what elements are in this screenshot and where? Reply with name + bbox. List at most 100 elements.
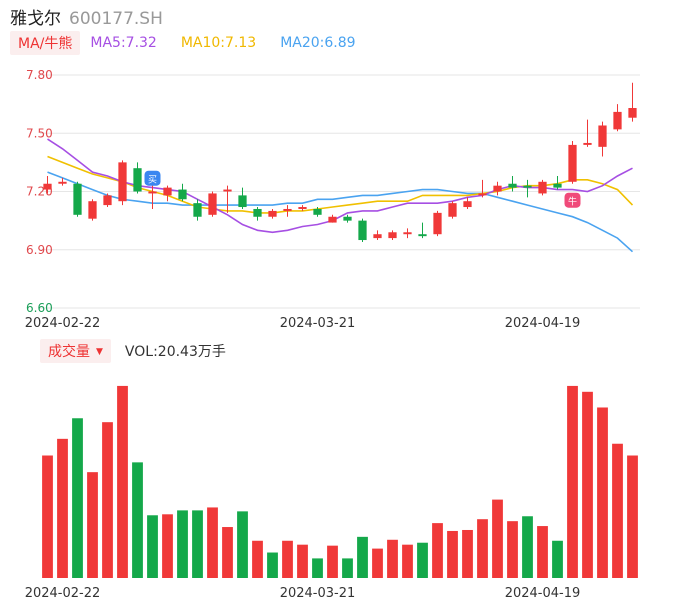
volume-bar xyxy=(147,515,158,578)
candle-body xyxy=(208,193,217,215)
y-tick-label: 6.60 xyxy=(26,301,53,315)
candle-body xyxy=(553,183,562,188)
volume-bar xyxy=(357,536,368,578)
candle-body xyxy=(598,125,607,147)
candle-body xyxy=(238,195,247,208)
candle-body xyxy=(373,234,382,239)
candle-body xyxy=(328,216,337,223)
volume-bar xyxy=(432,523,443,578)
volume-bar xyxy=(372,548,383,578)
candle-body xyxy=(58,181,67,184)
volume-bar xyxy=(237,511,248,578)
x-tick-label: 2024-02-22 xyxy=(25,586,101,601)
volume-bar xyxy=(87,472,98,578)
y-tick-label: 6.90 xyxy=(26,243,53,257)
volume-bar xyxy=(387,539,398,578)
volume-bar xyxy=(567,385,578,578)
indicator-dropdown[interactable]: MA/牛熊 xyxy=(10,31,81,55)
candle-body xyxy=(448,203,457,217)
volume-bar xyxy=(42,455,53,578)
candle-body xyxy=(118,162,127,202)
candle-body xyxy=(478,193,487,196)
volume-bar xyxy=(162,514,173,578)
volume-bar xyxy=(282,540,293,578)
volume-value: VOL:20.43万手 xyxy=(124,344,226,360)
volume-bar xyxy=(177,510,188,578)
caret-down-icon: ▼ xyxy=(96,347,103,357)
candle-body xyxy=(163,187,172,196)
x-tick-label: 2024-04-19 xyxy=(505,316,581,331)
volume-bar xyxy=(612,443,623,578)
volume-bar xyxy=(477,519,488,578)
candle-body xyxy=(343,216,352,221)
candle-body xyxy=(523,185,532,188)
volume-bar xyxy=(552,540,563,578)
stock-header: 雅戈尔 600177.SH xyxy=(10,4,163,29)
candle-body xyxy=(418,234,427,237)
candle-body xyxy=(613,111,622,130)
volume-bar xyxy=(417,542,428,578)
ma10-label: MA10:7.13 xyxy=(180,35,257,51)
volume-bar xyxy=(117,385,128,578)
x-tick-label: 2024-02-22 xyxy=(25,316,101,331)
volume-bar xyxy=(312,558,323,578)
volume-bar xyxy=(132,462,143,578)
volume-bar xyxy=(327,545,338,578)
candle-body xyxy=(298,207,307,209)
candle-body xyxy=(583,142,592,145)
volume-label: 成交量 xyxy=(48,344,90,360)
volume-bar xyxy=(462,529,473,578)
candle-body xyxy=(538,181,547,194)
x-tick-label: 2024-03-21 xyxy=(280,586,356,601)
ma5-label: MA5:7.32 xyxy=(90,35,157,51)
stock-name: 雅戈尔 xyxy=(10,9,61,29)
candle-body xyxy=(388,232,397,239)
volume-bar xyxy=(507,521,518,578)
stock-code: 600177.SH xyxy=(69,9,163,29)
volume-bar xyxy=(342,558,353,578)
ma-legend: MA/牛熊 MA5:7.32 MA10:7.13 MA20:6.89 xyxy=(10,31,370,55)
volume-bar xyxy=(597,407,608,578)
x-tick-label: 2024-03-21 xyxy=(280,316,356,331)
candle-body xyxy=(433,212,442,235)
volume-bar xyxy=(297,544,308,578)
candle-body xyxy=(43,183,52,190)
volume-bar xyxy=(522,516,533,578)
buy-marker-icon xyxy=(144,170,161,186)
candle-body xyxy=(73,183,82,215)
candle-body xyxy=(88,201,97,219)
ma5-line xyxy=(47,138,633,234)
bull-marker-icon xyxy=(564,192,581,208)
volume-bar xyxy=(192,510,203,578)
candle-body xyxy=(283,208,292,211)
candle-body xyxy=(463,201,472,208)
candle-body xyxy=(133,168,142,192)
volume-bar xyxy=(447,530,458,578)
x-tick-label: 2024-04-19 xyxy=(505,586,581,601)
volume-bar xyxy=(582,391,593,578)
volume-bar xyxy=(102,422,113,578)
volume-bar xyxy=(627,455,638,578)
candle-body xyxy=(508,183,517,188)
candle-body xyxy=(253,208,262,217)
candle-body xyxy=(148,191,157,194)
indicator-label: MA/牛熊 xyxy=(18,36,73,52)
volume-bar xyxy=(252,540,263,578)
candle-body xyxy=(103,195,112,206)
ma20-line xyxy=(47,171,634,253)
candle-body xyxy=(268,210,277,217)
volume-bar xyxy=(57,438,68,578)
marker-label: 牛 xyxy=(568,196,577,208)
y-tick-label: 7.50 xyxy=(26,126,53,140)
candle-body xyxy=(193,203,202,217)
volume-bar xyxy=(72,418,83,578)
ma10-line xyxy=(47,155,634,214)
candle-body xyxy=(358,220,367,241)
candle-body xyxy=(178,189,187,200)
y-tick-label: 7.80 xyxy=(26,68,53,82)
candle-body xyxy=(403,232,412,235)
volume-bar xyxy=(267,552,278,578)
volume-bar xyxy=(222,527,233,578)
volume-dropdown[interactable]: 成交量 ▼ xyxy=(40,339,111,363)
